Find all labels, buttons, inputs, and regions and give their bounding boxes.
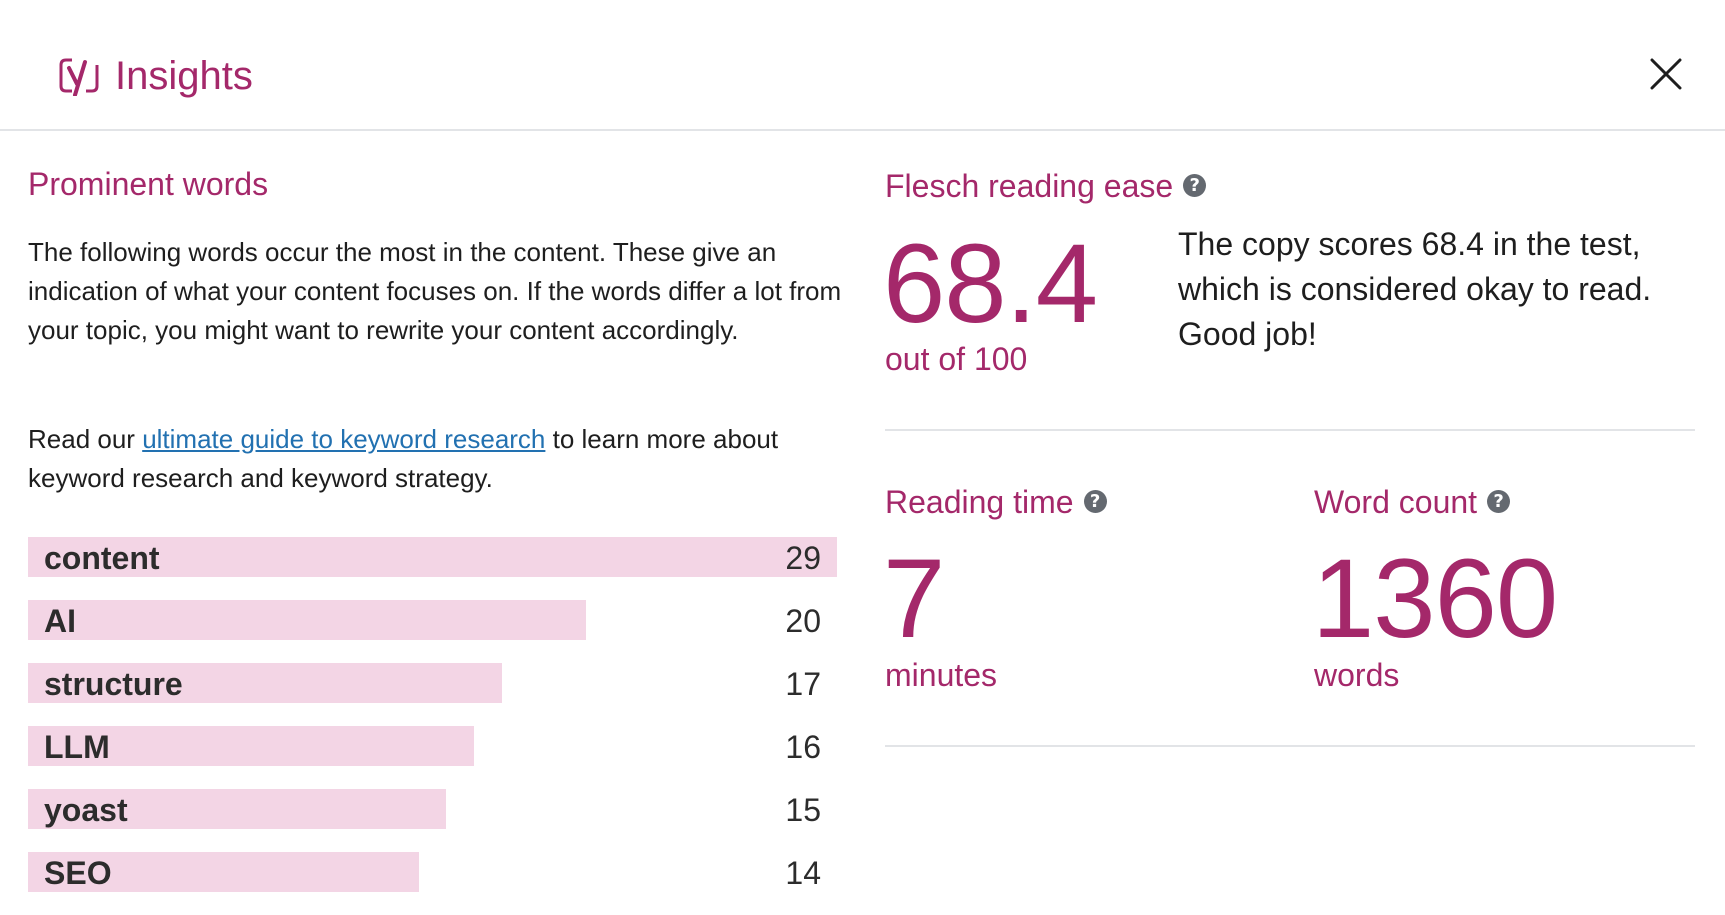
word-bar [28,600,586,640]
word-row: structure 17 [28,663,837,703]
word-label: SEO [44,855,112,891]
word-count: 15 [785,792,821,828]
word-count: 16 [785,729,821,765]
flesch-out-of: out of 100 [885,341,1028,377]
word-bar [28,663,503,703]
word-count: 20 [785,603,821,639]
prominent-words-list: content 29 AI 20 structure 17 LLM 16 yoast 15 SEO 1… [28,537,837,915]
prominent-words-description: The following words occur the most in th… [28,237,842,345]
close-icon[interactable] [1648,56,1684,92]
divider [885,745,1695,747]
flesch-score-text: The copy scores 68.4 in the test, which … [1178,226,1652,352]
word-label: AI [44,603,76,639]
word-bar [28,537,837,577]
word-bar [28,726,475,766]
flesch-score: 68.4 [883,221,1098,346]
keyword-guide-link[interactable]: ultimate guide to keyword research [142,424,546,454]
help-icon[interactable]: ? [1083,490,1107,513]
word-count-label: Word count [1314,484,1478,520]
word-count-heading: Word count? [1314,482,1511,522]
flesch-heading-label: Flesch reading ease [885,168,1174,204]
keyword-guide-suffix: to learn more about keyword research and… [28,424,779,493]
word-bar [28,789,447,829]
word-row: SEO 14 [28,852,837,892]
word-row: yoast 15 [28,789,837,829]
modal-header: Insights [0,0,1725,131]
reading-time-unit: minutes [885,657,998,693]
prominent-words-heading: Prominent words [28,166,269,202]
word-count: 29 [785,540,821,576]
word-count: 17 [785,666,821,702]
help-icon[interactable]: ? [1183,174,1207,197]
help-icon[interactable]: ? [1487,490,1511,513]
reading-time-value: 7 [883,536,945,661]
keyword-guide-text: Read our ultimate guide to keyword resea… [28,420,843,498]
word-label: yoast [44,792,128,828]
reading-time-heading: Reading time? [885,482,1107,522]
word-row: LLM 16 [28,726,837,766]
word-count: 14 [785,855,821,891]
divider [885,429,1695,431]
modal-title: Insights [115,54,253,98]
word-row: content 29 [28,537,837,577]
word-count-unit: words [1314,657,1400,693]
reading-time-label: Reading time [885,484,1074,520]
word-bar [28,852,419,892]
flesch-heading: Flesch reading ease? [885,166,1207,206]
yoast-logo-icon [59,58,99,96]
word-label: LLM [44,729,110,765]
keyword-guide-prefix: Read our [28,424,143,454]
word-label: content [44,540,160,576]
word-label: structure [44,666,183,702]
word-count-value: 1360 [1312,536,1558,661]
word-row: AI 20 [28,600,837,640]
